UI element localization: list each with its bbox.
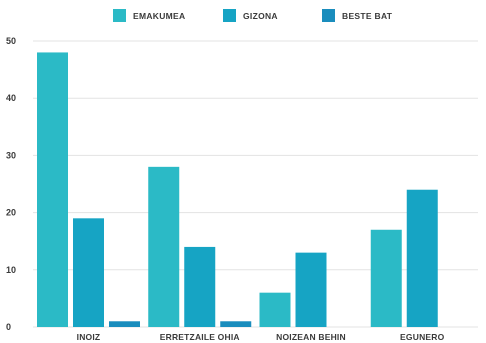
bars bbox=[37, 52, 438, 327]
gridlines bbox=[33, 40, 478, 328]
bar-emakumea-egunero bbox=[370, 229, 402, 327]
bar-beste-bat-erretzaile-ohia bbox=[220, 321, 252, 327]
bar-gizona-noizean-behin bbox=[295, 252, 327, 327]
legend-label: BESTE BAT bbox=[342, 11, 393, 21]
legend-swatch-beste-bat bbox=[322, 9, 335, 22]
bar-gizona-erretzaile-ohia bbox=[184, 246, 216, 327]
x-category-label: EGUNERO bbox=[400, 332, 445, 342]
y-tick-label: 30 bbox=[6, 150, 16, 160]
bar-gizona-egunero bbox=[406, 189, 438, 327]
legend: EMAKUMEA GIZONA BESTE BAT bbox=[113, 9, 393, 22]
legend-label: GIZONA bbox=[243, 11, 278, 21]
bar-beste-bat-inoiz bbox=[109, 321, 140, 327]
y-axis-ticks: 0 10 20 30 40 50 bbox=[6, 36, 16, 332]
x-category-label: ERRETZAILE OHIA bbox=[160, 332, 240, 342]
x-axis-labels: INOIZ ERRETZAILE OHIA NOIZEAN BEHIN EGUNERO bbox=[77, 332, 445, 342]
x-category-label: NOIZEAN BEHIN bbox=[276, 332, 346, 342]
bar-emakumea-noizean-behin bbox=[259, 292, 291, 327]
y-tick-label: 10 bbox=[6, 265, 16, 275]
x-category-label: INOIZ bbox=[77, 332, 101, 342]
legend-swatch-gizona bbox=[223, 9, 236, 22]
y-tick-label: 20 bbox=[6, 208, 16, 218]
bar-emakumea-inoiz bbox=[37, 52, 68, 327]
bar-gizona-inoiz bbox=[73, 218, 104, 327]
y-tick-label: 0 bbox=[6, 322, 11, 332]
legend-label: EMAKUMEA bbox=[133, 11, 185, 21]
legend-swatch-emakumea bbox=[113, 9, 126, 22]
bar-emakumea-erretzaile-ohia bbox=[148, 166, 180, 327]
y-tick-label: 50 bbox=[6, 36, 16, 46]
y-tick-label: 40 bbox=[6, 93, 16, 103]
